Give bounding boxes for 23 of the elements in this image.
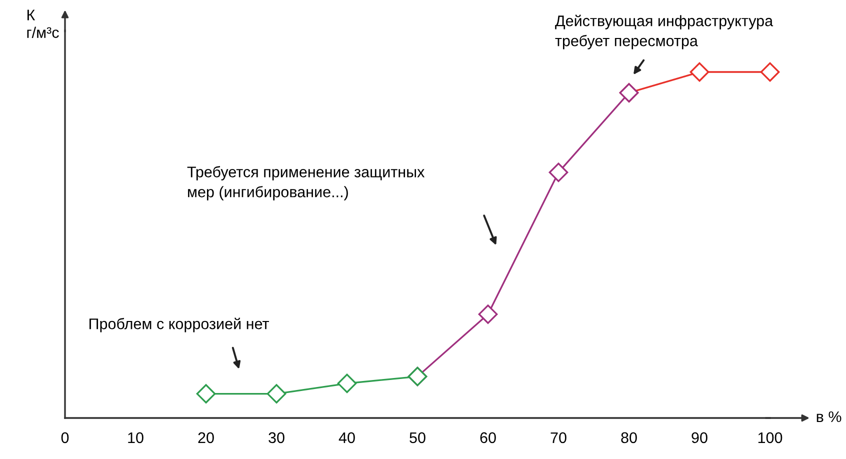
x-tick-label: 100 <box>758 432 782 444</box>
x-tick-label: 60 <box>480 432 496 444</box>
x-tick-label: 70 <box>550 432 566 444</box>
y-axis-title: К г/м³с <box>27 10 59 38</box>
annotation: Требуется применение защитных мер (ингибирование...) <box>187 166 425 200</box>
point <box>478 304 498 324</box>
x-tick-label: 20 <box>198 432 214 444</box>
x-tick-label: 0 <box>61 432 69 444</box>
x-tick-label: 80 <box>621 432 637 444</box>
x-tick-label: 30 <box>268 432 284 444</box>
annotation: Проблем с коррозией нет <box>90 318 269 332</box>
x-tick-label: 50 <box>410 432 426 444</box>
point <box>196 384 216 404</box>
x-axis-title: в % <box>816 411 842 422</box>
x-tick-label: 10 <box>128 432 144 444</box>
x-tick-label: 40 <box>338 432 355 444</box>
point <box>690 62 710 82</box>
point <box>760 62 780 82</box>
text: Действующая инфраструктура требует пересмотра <box>555 14 774 50</box>
point <box>337 374 357 394</box>
point <box>266 384 286 404</box>
point <box>548 162 568 182</box>
x-tick-label: 90 <box>692 432 708 444</box>
